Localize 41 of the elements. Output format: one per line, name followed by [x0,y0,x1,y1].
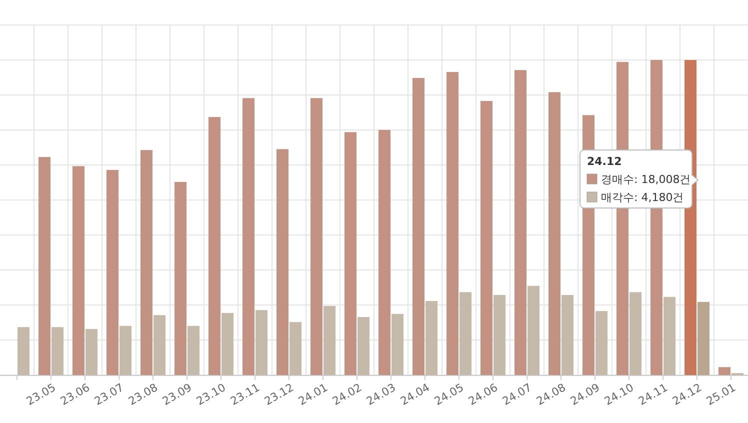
bar [664,296,676,375]
bar [38,157,50,375]
bar [256,310,268,375]
bar [276,149,288,375]
bar [446,72,458,375]
bar [290,322,302,375]
bar [72,166,84,375]
bar [154,315,166,375]
bar [174,182,186,375]
bar [392,314,404,375]
annotation: 경매수: 18,008건 [601,173,691,186]
bar [460,292,472,375]
bar [310,98,322,375]
bar [378,130,390,375]
annotation: 매각수: 4,180건 [601,191,684,204]
bar [208,117,220,375]
bar [514,70,526,375]
bar [18,327,30,375]
bar [344,132,356,375]
bar [222,312,234,375]
bar [480,100,492,375]
bar [718,367,730,375]
annotation: 24.12 [587,155,622,168]
bar [52,327,64,375]
bar [86,329,98,375]
bar [324,306,336,375]
bar [140,150,152,375]
bar [562,294,574,375]
bar [120,326,132,375]
bar [412,78,424,375]
bar [426,300,438,375]
bar [494,294,506,375]
bar [188,326,200,375]
bar [630,292,642,375]
bar [698,302,710,375]
bar [106,170,118,375]
bar [528,286,540,375]
bar [548,92,560,375]
bar [358,317,370,375]
bar [242,98,254,375]
bar [596,311,608,375]
